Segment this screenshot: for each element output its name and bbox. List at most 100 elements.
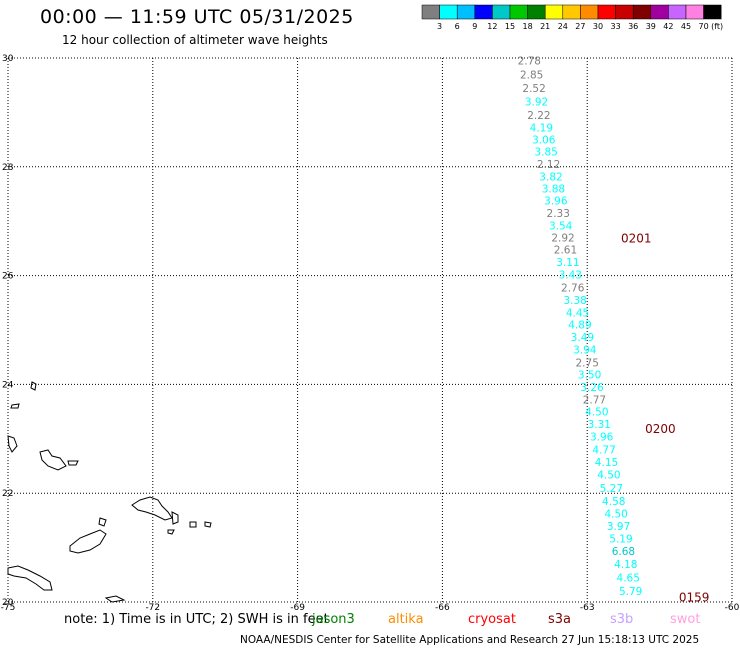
colorbar-swatch [597,4,616,20]
y-tick-label: 30 [2,54,14,64]
wave-height-label: 3.85 [534,147,557,159]
colorbar-swatch [632,4,652,20]
island-outline [7,435,18,453]
y-tick-label: 26 [2,272,14,282]
wave-height-label: 3.31 [588,419,611,431]
colorbar-tick-label: 42 [663,22,673,31]
colorbar-tick-label: 27 [575,22,585,31]
wave-height-label: 2.61 [554,244,577,256]
colorbar-swatch [421,4,440,20]
island-outline [131,496,173,521]
wave-height-label: 4.50 [604,508,627,520]
wave-height-label: 3.96 [544,196,568,208]
colorbar-swatch [615,4,634,20]
time-label: 0159 [679,591,710,605]
wave-height-label: 4.65 [617,573,640,585]
grid-lines [7,57,733,603]
colorbar-tick-label: 18 [523,22,533,31]
y-tick-label: 28 [2,163,14,173]
footer-credit: NOAA/NESDIS Center for Satellite Applica… [240,634,700,646]
island-outline [204,521,212,528]
mission-swot: swot [670,612,701,627]
island-outline [167,529,175,535]
wave-height-label: 3.26 [580,382,604,394]
colorbar-swatch [668,4,687,20]
mission-s3a: s3a [548,612,572,627]
colorbar-tick-label: 30 [593,22,603,31]
wave-height-label: 3.50 [578,370,601,382]
mission-altika: altika [388,612,424,627]
island-outline [30,381,37,391]
y-tick-label: 24 [2,380,14,390]
colorbar-swatch [580,4,599,20]
colorbar-tick-label: 21 [540,22,550,31]
wave-height-label: 3.06 [532,135,556,147]
island-outline [39,449,67,471]
colorbar-swatch [509,4,528,20]
colorbar-tick-label: 6 [455,22,460,31]
wave-height-label: 2.12 [537,159,560,171]
colorbar-tick-label: 15 [505,22,515,31]
wave-height-label: 6.68 [612,546,635,558]
wave-height-label: 2.78 [518,56,541,68]
island-outline [10,403,20,409]
wave-height-points: 2.782.85 2.52 3.922.224.193.063.852.123.82… [518,56,643,598]
wave-height-label: 4.15 [595,457,618,469]
page-subtitle: 12 hour collection of altimeter wave hei… [62,33,328,47]
colorbar-swatch [474,4,493,20]
colorbar-swatch [650,4,669,20]
time-label: 0201 [621,232,652,246]
island-outline [189,521,197,528]
colorbar-swatch [527,4,546,20]
wave-height-label: 4.50 [597,470,620,482]
time-labels: 0201 0200 0159 [621,232,709,605]
wave-height-label: 3.88 [542,184,565,196]
wave-height-label: 4.19 [530,123,553,135]
x-tick-label: -72 [145,603,160,613]
time-label: 0200 [645,422,676,436]
x-tick-label: -75 [1,603,16,613]
wave-height-label: 2.33 [547,208,570,220]
wave-height-label: 3.97 [607,521,630,533]
island-outline [7,565,53,591]
colorbar-swatch [544,4,564,20]
wave-height-label: 5.79 [619,586,642,598]
colorbar-tick-label: 33 [611,22,621,31]
colorbar-tick-label: 24 [558,22,568,31]
wave-height-label: 2.77 [583,395,606,407]
colorbar-tick-label: 12 [487,22,497,31]
colorbar-swatch [439,4,458,20]
island-outline [67,460,79,466]
wave-height-label: 3.96 [590,432,614,444]
wave-height-label: 2.76 [561,283,585,295]
wave-height-label: 4.77 [592,445,615,457]
wave-height-label: 3.94 [573,345,597,357]
x-tick-label: -66 [435,603,450,613]
axis-labels: -75 -72 -69 -66 -63 -60 20 22 24 26 28 30 [1,54,740,613]
x-tick-label: -63 [580,603,595,613]
island-outline [69,529,107,554]
wave-height-label: 5.19 [609,533,632,545]
colorbar-tick-label: 70 [699,22,709,31]
colorbar-swatch [456,4,476,20]
wave-height-label: 2.92 [551,233,574,245]
colorbar-swatch [562,4,581,20]
wave-height-label: 3.38 [563,295,586,307]
colorbar-tick-label: 39 [646,22,656,31]
mission-jason3: jason3 [312,612,355,627]
colorbar-tick-label: 45 [681,22,691,31]
wave-height-label: 2.52 [522,83,545,95]
island-outline [104,595,126,603]
y-tick-label: 20 [2,598,14,608]
wave-height-label: 2.75 [576,358,599,370]
x-tick-label: -60 [725,603,740,613]
wave-height-label: 3.92 [525,97,548,109]
x-tick-label: -69 [290,603,305,613]
wave-height-label: 4.45 [566,308,589,320]
wave-height-label: 4.18 [614,559,637,571]
page-title: 00:00 — 11:59 UTC 05/31/2025 [40,6,354,28]
colorbar-tick-label: 9 [472,22,477,31]
wave-height-label: 3.82 [539,172,562,184]
